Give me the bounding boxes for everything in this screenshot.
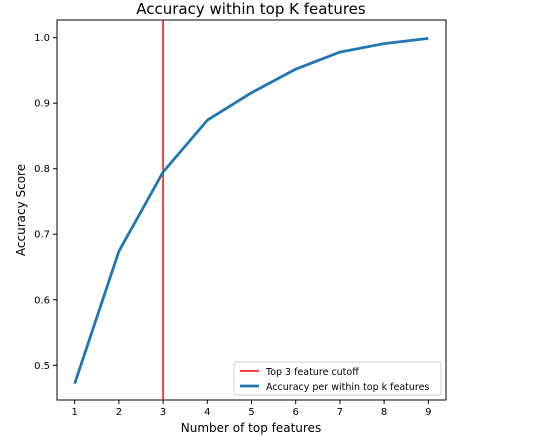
x-tick-label: 4 <box>204 407 210 418</box>
y-tick-label: 0.7 <box>34 230 50 241</box>
x-tick-label: 1 <box>71 407 77 418</box>
y-tick-label: 0.9 <box>34 99 50 110</box>
x-tick-label: 7 <box>337 407 343 418</box>
x-tick-label: 3 <box>160 407 166 418</box>
y-tick-label: 0.5 <box>34 361 50 372</box>
x-axis-label: Number of top features <box>181 421 321 435</box>
y-tick-label: 0.8 <box>34 164 50 175</box>
legend-label-accuracy: Accuracy per within top k features <box>266 382 429 393</box>
x-tick-label: 8 <box>381 407 387 418</box>
chart-title: Accuracy within top K features <box>136 0 366 18</box>
series-layer <box>73 36 429 385</box>
y-axis-ticks: 0.5 0.6 0.7 0.8 0.9 1.0 <box>34 33 57 372</box>
plot-area <box>56 19 447 401</box>
x-tick-label: 5 <box>248 407 254 418</box>
x-axis-ticks: 1 2 3 4 5 6 7 8 9 <box>71 400 432 418</box>
y-axis-label: Accuracy Score <box>14 164 28 256</box>
legend-label-cutoff: Top 3 feature cutoff <box>265 367 359 378</box>
x-tick-label: 9 <box>425 407 431 418</box>
legend-box <box>233 361 442 396</box>
y-tick-label: 0.6 <box>34 295 50 306</box>
legend: Top 3 feature cutoff Accuracy per within… <box>233 361 442 396</box>
y-tick-label: 1.0 <box>34 33 50 44</box>
x-tick-label: 6 <box>293 407 299 418</box>
x-tick-label: 2 <box>116 407 122 418</box>
